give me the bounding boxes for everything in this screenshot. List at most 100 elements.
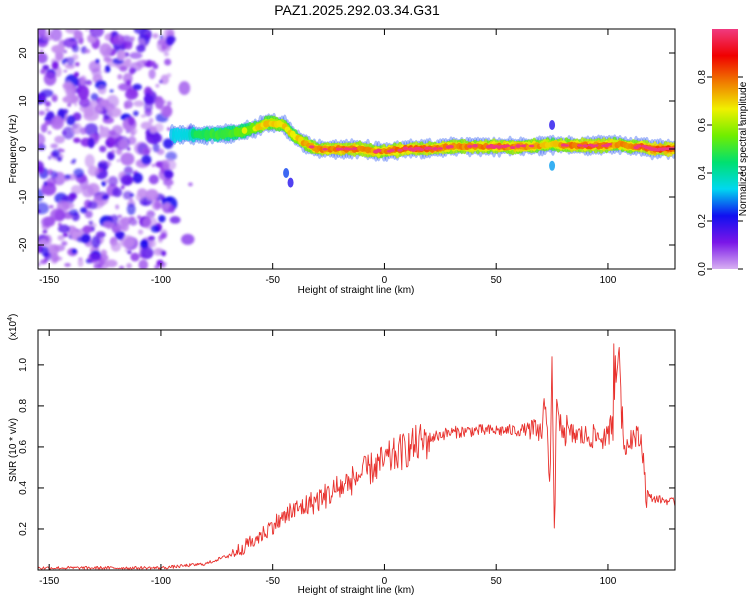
noise-blob [159, 35, 164, 39]
noise-blob [130, 36, 136, 42]
snr-line [38, 343, 675, 570]
noise-blob [40, 216, 56, 228]
noise-blob [58, 222, 62, 226]
figure-title: PAZ1.2025.292.03.34.G31 [274, 2, 440, 18]
noise-blob [88, 60, 101, 73]
noise-blob [123, 102, 129, 110]
noise-blob [137, 188, 148, 198]
noise-blob [87, 165, 100, 177]
ridge-segment [520, 144, 527, 148]
noise-blob [50, 116, 64, 130]
noise-blob [46, 177, 57, 187]
noise-blob [129, 67, 135, 75]
noise-blob [84, 210, 93, 219]
noise-blob [105, 160, 112, 167]
y-tick-label: 1.0 [18, 357, 29, 371]
colorbar-gradient [712, 29, 738, 269]
noise-blob [63, 37, 78, 48]
noise-blob [140, 121, 153, 130]
noise-blob [141, 154, 152, 165]
ridge-segment [472, 143, 478, 148]
noise-blob [120, 174, 134, 186]
noise-blob [129, 52, 143, 60]
noise-blob [159, 39, 164, 46]
noise-blob [66, 56, 75, 66]
noise-blob [107, 176, 119, 187]
noise-blob [116, 50, 126, 61]
noise-blob [148, 68, 156, 80]
noise-blob [73, 168, 84, 179]
x-tick-label: 0 [382, 275, 388, 286]
noise-blob [99, 124, 104, 130]
noise-blob [166, 185, 172, 190]
noise-blob [42, 32, 54, 41]
noise-blob [146, 210, 156, 219]
noise-blob [117, 83, 133, 91]
noise-blob [112, 226, 121, 233]
y-tick-label: 0.6 [18, 440, 29, 454]
noise-blob [42, 64, 50, 71]
noise-blob [70, 185, 83, 195]
noise-blob [124, 248, 129, 252]
noise-blob [164, 58, 172, 66]
noise-blob [129, 197, 134, 202]
noise-blob [47, 130, 52, 135]
snr-x-label: Height of straight line (km) [298, 585, 415, 596]
noise-blob [91, 235, 101, 249]
noise-blob [109, 89, 114, 93]
noise-blob [83, 107, 95, 118]
noise-blob [39, 259, 47, 265]
noise-blob [160, 250, 167, 257]
noise-blob [62, 232, 69, 237]
noise-blob [127, 147, 131, 151]
noise-blob [122, 241, 126, 246]
noise-blob [129, 218, 138, 226]
y-tick-label: 0.4 [18, 481, 29, 495]
noise-blob [167, 35, 176, 43]
ridge-segment [528, 144, 535, 148]
noise-blob [112, 187, 123, 198]
noise-blob [148, 174, 159, 185]
noise-blob [126, 262, 132, 269]
noise-blob [181, 233, 195, 245]
noise-blob [48, 155, 52, 160]
noise-blob [155, 161, 164, 168]
ridge-segment [509, 146, 516, 150]
ridge-segment [397, 148, 403, 152]
noise-blob [160, 263, 166, 269]
noise-blob [163, 52, 170, 57]
noise-blob [159, 79, 163, 84]
noise-blob [110, 214, 119, 224]
noise-blob [129, 193, 135, 197]
noise-blob [158, 214, 166, 223]
noise-blob [167, 127, 171, 131]
noise-blob [78, 257, 83, 261]
noise-blob [63, 80, 73, 94]
noise-blob [163, 170, 174, 179]
noise-blob [84, 79, 93, 86]
noise-blob [51, 93, 58, 103]
noise-blob [62, 96, 72, 103]
noise-blob [38, 202, 50, 215]
noise-blob [38, 263, 41, 267]
noise-blob [138, 259, 149, 269]
noise-blob [73, 137, 81, 144]
ridge-segment [593, 144, 599, 147]
noise-blob [88, 220, 94, 226]
noise-blob [137, 229, 144, 235]
noise-blob [125, 88, 139, 100]
noise-blob [119, 65, 128, 72]
noise-blob [51, 44, 65, 54]
noise-blob [101, 194, 109, 200]
noise-blob [113, 34, 125, 46]
noise-blob [51, 149, 61, 158]
noise-blob [103, 114, 110, 121]
noise-blob [141, 60, 148, 64]
ridge-segment [375, 148, 382, 153]
noise-blob [117, 214, 123, 218]
noise-blob [74, 102, 78, 107]
snr-y-ticks: 0.2 0.4 0.6 0.8 1.0 [18, 357, 675, 536]
x-tick-label: 100 [600, 576, 617, 587]
ridge-segment [338, 147, 344, 151]
